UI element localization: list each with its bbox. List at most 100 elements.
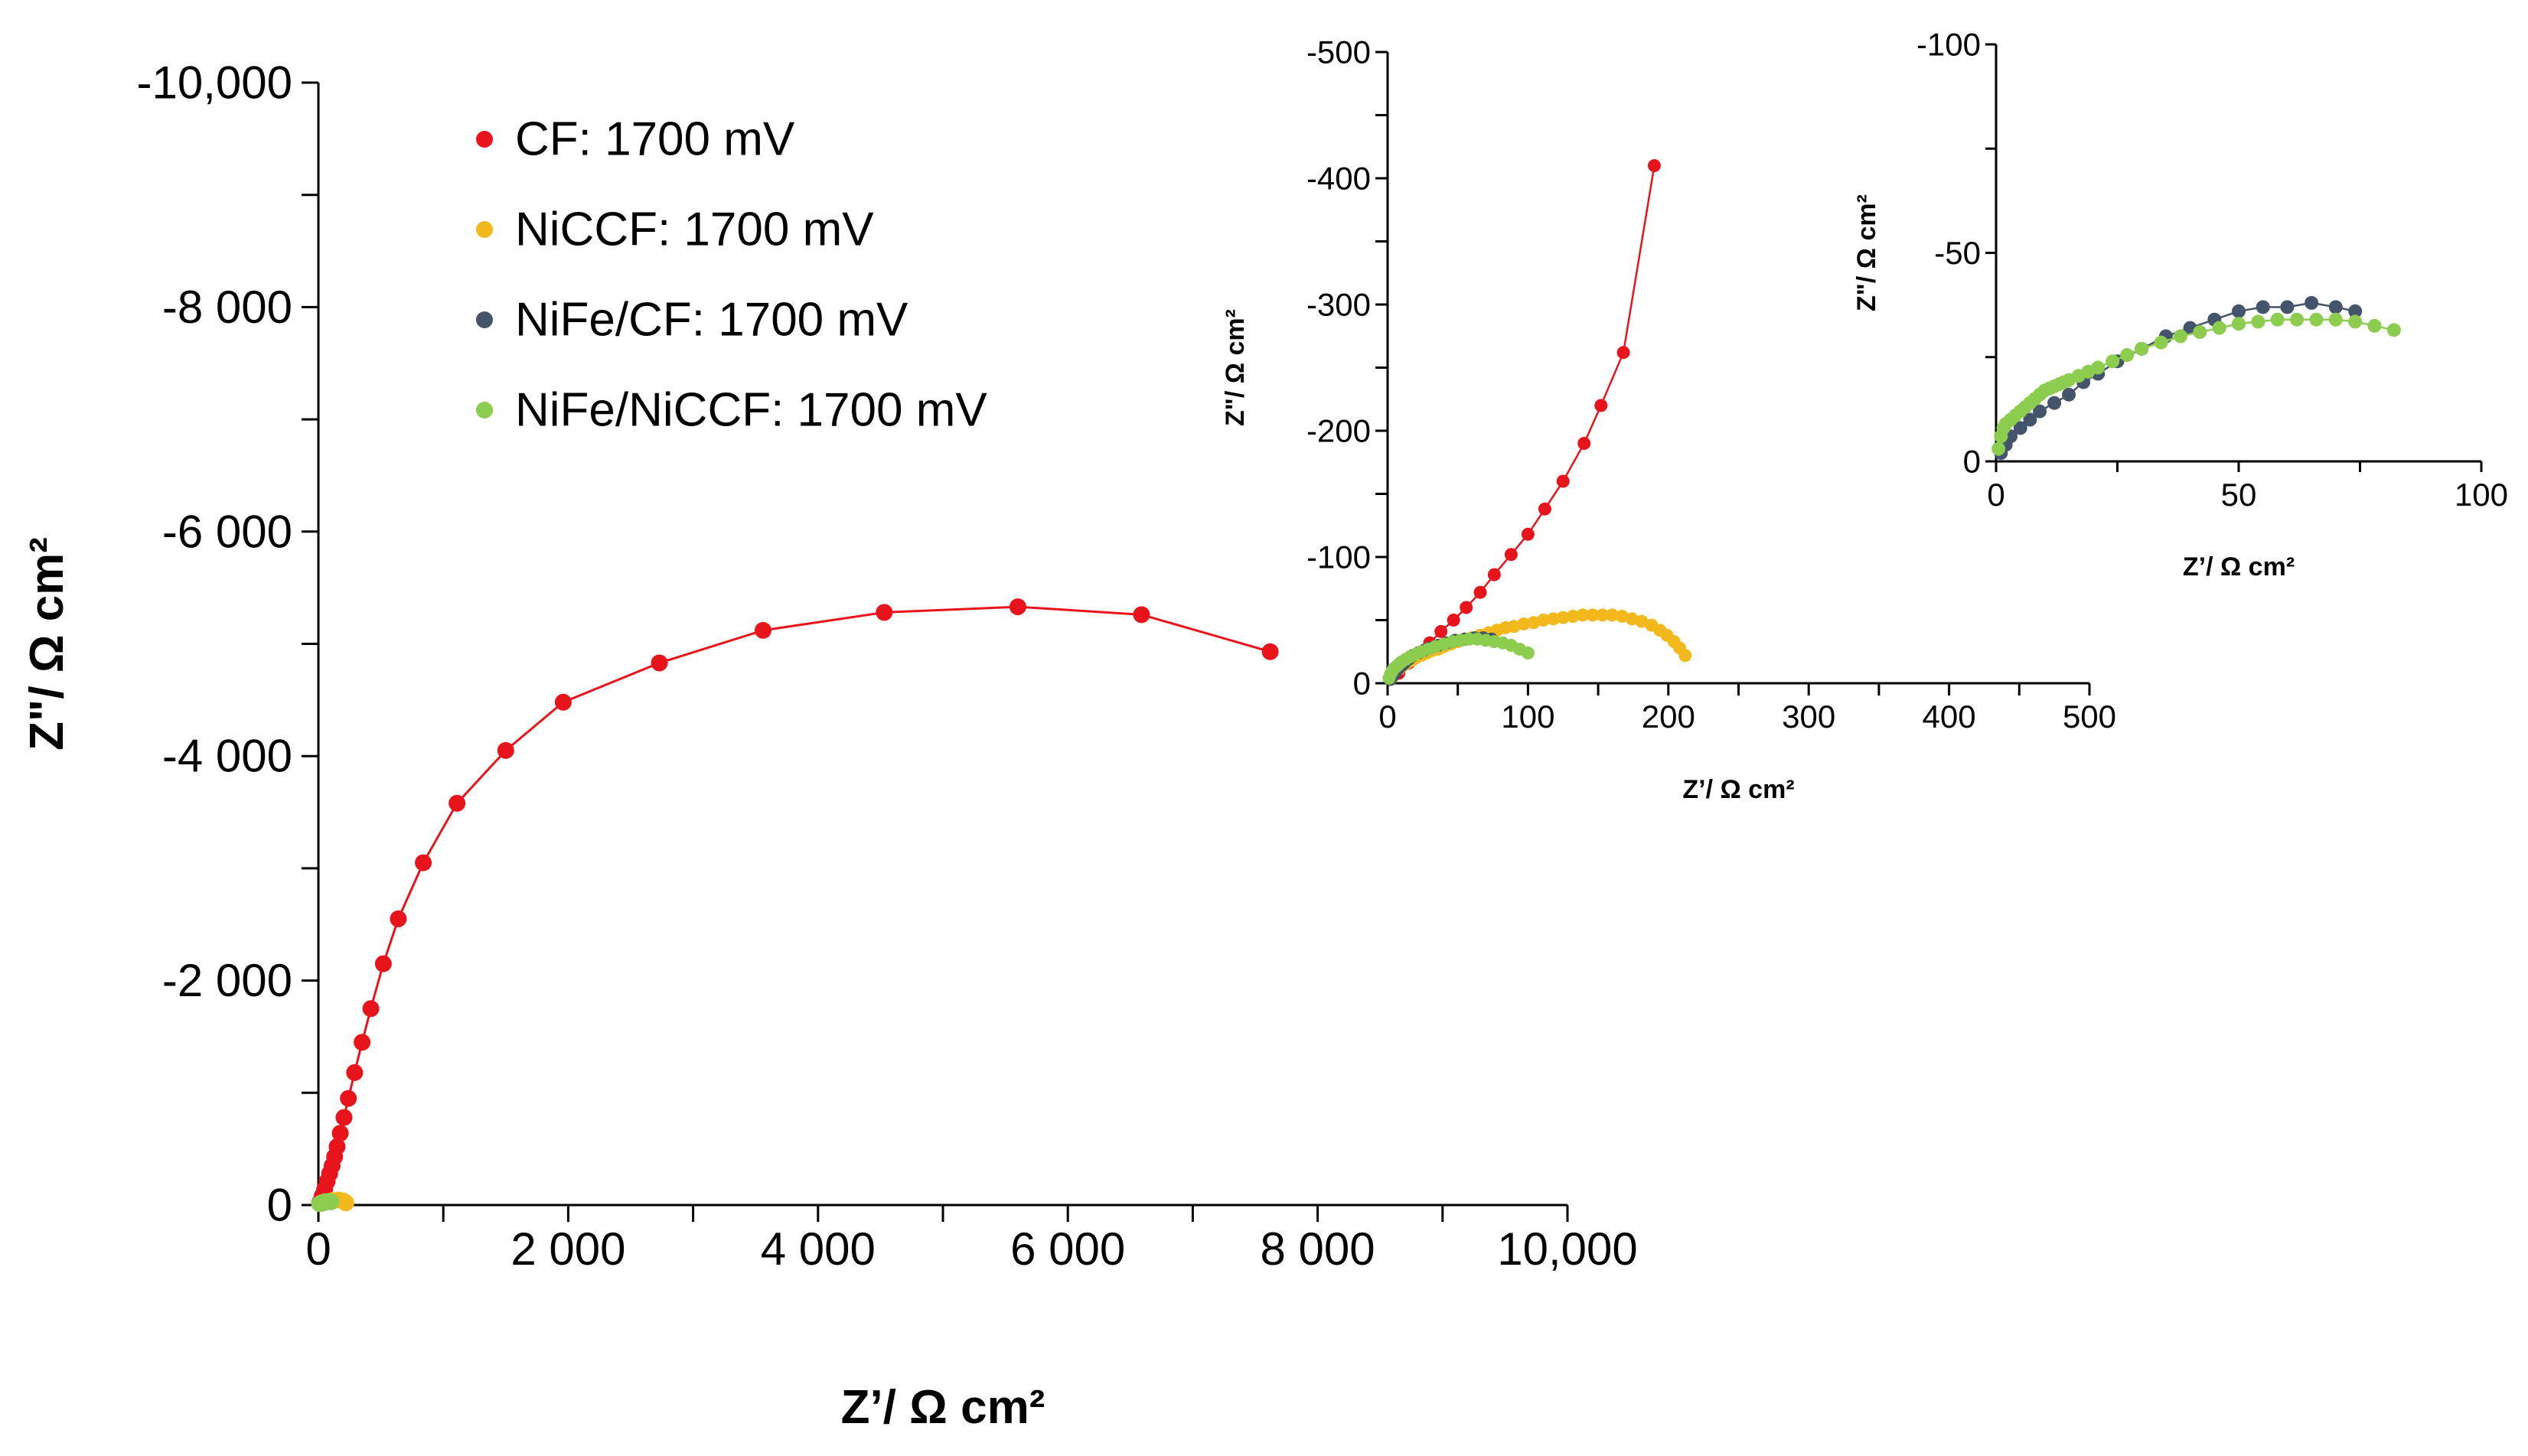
inset1-data-point xyxy=(1434,624,1448,638)
main-y-tick-label: -6 000 xyxy=(162,506,292,557)
inset1-data-point xyxy=(1678,649,1692,663)
inset1-data-point xyxy=(1556,474,1570,488)
legend-label: NiFe/CF: 1700 mV xyxy=(515,294,908,347)
inset1-data-point xyxy=(1521,646,1535,660)
main-x-tick-label: 4 000 xyxy=(761,1223,876,1275)
legend-label: NiCCF: 1700 mV xyxy=(515,204,874,256)
main-x-tick-label: 2 000 xyxy=(510,1223,625,1275)
legend-marker xyxy=(476,311,493,328)
inset1-series xyxy=(1382,632,1535,685)
inset1-data-point xyxy=(1576,608,1590,622)
legend: CF: 1700 mV NiCCF: 1700 mV NiFe/CF: 1700 m… xyxy=(476,113,987,437)
main-x-tick-label: 10,000 xyxy=(1497,1223,1638,1275)
inset1-data-point xyxy=(1577,437,1591,450)
inset2-data-point xyxy=(2367,318,2382,333)
inset2-data-point xyxy=(2348,314,2363,329)
inset1-x-axis-title: Z’/ Ω cm² xyxy=(1682,775,1794,804)
inset1-y-axis-title: Z"/ Ω cm² xyxy=(1221,309,1250,426)
inset2-data-point xyxy=(2280,300,2295,314)
main-y-tick-label: -4 000 xyxy=(162,731,292,782)
inset1-data-point xyxy=(1537,614,1551,627)
inset2-x-tick-label: 100 xyxy=(2455,477,2508,513)
main-data-point xyxy=(449,794,466,812)
inset1-x-tick-label: 200 xyxy=(1642,699,1695,735)
inset1-data-point xyxy=(1616,346,1630,360)
inset1-data-point xyxy=(1605,608,1619,622)
main-data-point xyxy=(340,1090,357,1107)
main-data-point xyxy=(331,1125,349,1142)
main-data-point xyxy=(328,1138,346,1155)
inset2-data-point xyxy=(2173,329,2187,344)
inset1-x-tick-label: 400 xyxy=(1923,699,1976,735)
inset1-data-point xyxy=(1635,614,1649,628)
inset1-x-tick-label: 100 xyxy=(1501,699,1554,735)
inset2-x-tick-label: 0 xyxy=(1987,477,2004,513)
inset2-series-line xyxy=(2000,301,2356,454)
inset2-x-axis-title: Z’/ Ω cm² xyxy=(2183,552,2295,581)
inset1-y-tick-label: -500 xyxy=(1306,34,1371,70)
inset1-y-tick-label: -400 xyxy=(1306,161,1371,197)
inset1-data-point xyxy=(1625,612,1639,626)
inset2-data-point xyxy=(2013,421,2027,435)
inset2-data-point xyxy=(2120,348,2135,363)
inset2-data-point xyxy=(2062,387,2076,402)
main-data-point xyxy=(415,854,432,871)
main-series xyxy=(311,1193,340,1213)
inset1-data-point xyxy=(1647,159,1661,172)
inset1-data-point xyxy=(1594,399,1608,412)
main-data-point xyxy=(354,1034,371,1051)
inset1-data-point xyxy=(1517,617,1531,630)
inset2-data-point xyxy=(2033,404,2047,419)
inset1-x-tick-label: 300 xyxy=(1782,699,1835,735)
inset2-data-point xyxy=(2305,295,2319,310)
inset2-y-tick-label: 0 xyxy=(1963,444,1981,480)
inset1-y-tick-label: 0 xyxy=(1353,666,1371,702)
main-data-point xyxy=(876,604,893,621)
legend-label: CF: 1700 mV xyxy=(515,113,795,166)
main-x-tick-label: 0 xyxy=(305,1223,331,1275)
inset2-data-point xyxy=(2023,412,2037,427)
inset1-series-line xyxy=(1398,165,1655,674)
inset1-data-point xyxy=(1566,610,1580,624)
inset2-data-point xyxy=(2154,335,2168,350)
main-data-point xyxy=(1009,598,1026,616)
inset1-series xyxy=(1392,159,1661,680)
inset2-data-point xyxy=(1991,441,2006,456)
inset2-data-point xyxy=(2348,304,2363,318)
inset2-data-point xyxy=(2135,341,2149,356)
main-series xyxy=(311,598,1279,1212)
inset2-data-point xyxy=(2256,300,2270,314)
inset1-data-point xyxy=(1460,601,1473,614)
main-y-tick-label: -10,000 xyxy=(137,57,293,109)
legend-label: NiFe/NiCCF: 1700 mV xyxy=(515,384,987,437)
inset2-data-point xyxy=(2106,354,2120,369)
main-data-point xyxy=(346,1063,364,1081)
inset1-data-point xyxy=(1507,620,1521,634)
inset1-y-tick-label: -100 xyxy=(1306,539,1371,575)
inset1-data-point xyxy=(1487,568,1501,581)
inset2-data-point xyxy=(2309,312,2324,327)
main-y-tick-label: -8 000 xyxy=(162,282,292,333)
main-data-point xyxy=(554,693,572,711)
inset2-y-axis-title: Z"/ Ω cm² xyxy=(1852,194,1881,311)
inset1-data-point xyxy=(1615,610,1629,624)
inset1-data-point xyxy=(1546,612,1560,626)
main-data-point xyxy=(497,741,514,759)
inset1-data-point xyxy=(1521,527,1535,541)
inset2-series xyxy=(1994,295,2363,461)
legend-marker xyxy=(476,131,493,148)
main-data-point xyxy=(754,621,771,639)
inset2-data-point xyxy=(2212,321,2226,335)
inset1-data-point xyxy=(1556,611,1570,624)
inset1-data-point xyxy=(1586,608,1600,622)
main-data-point xyxy=(335,1109,353,1126)
inset1-data-point xyxy=(1538,502,1551,516)
inset1-data-point xyxy=(1447,614,1460,627)
main-data-point xyxy=(390,910,407,927)
inset1-data-point xyxy=(1596,608,1610,622)
inset2-data-point xyxy=(2193,325,2207,340)
inset2-data-point xyxy=(2328,312,2343,327)
inset2-data-point xyxy=(2328,300,2343,314)
